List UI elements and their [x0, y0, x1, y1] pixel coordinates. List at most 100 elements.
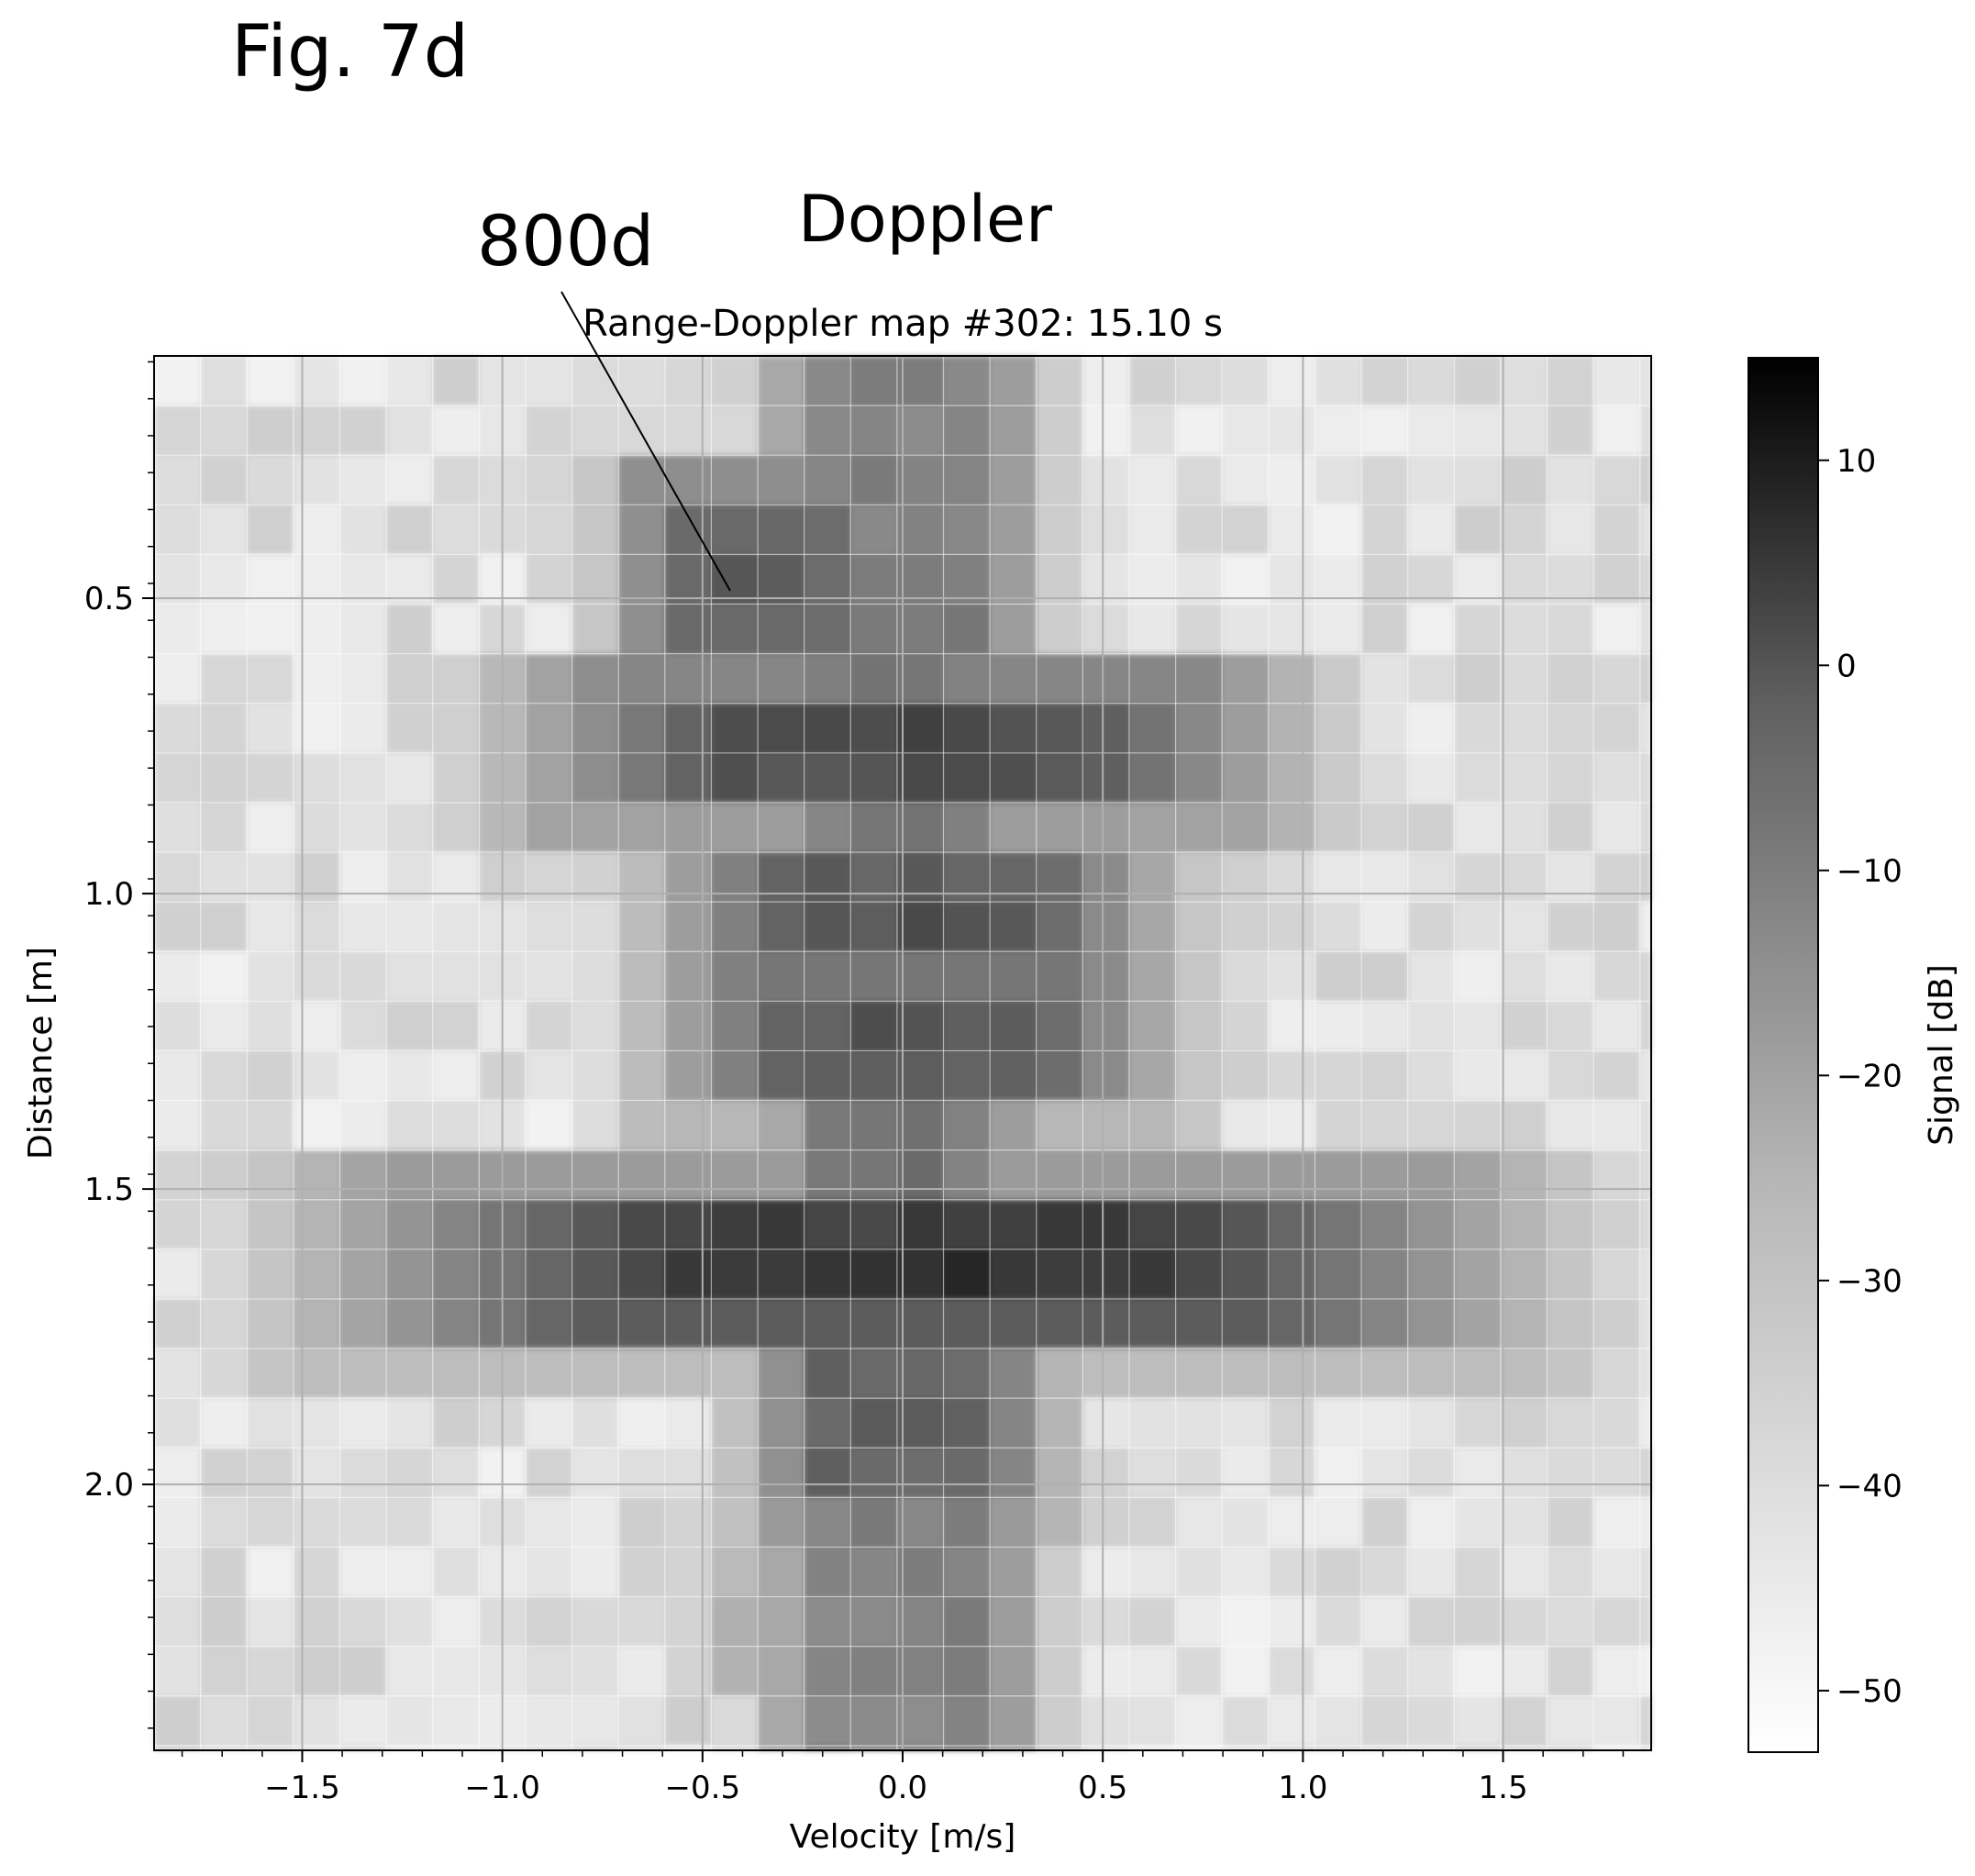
- heatmap-cell: [1407, 1249, 1455, 1300]
- heatmap-cell: [154, 1398, 202, 1449]
- heatmap-cell: [943, 1596, 991, 1648]
- heatmap-cell: [896, 1547, 945, 1598]
- heatmap-cell: [247, 1695, 294, 1747]
- heatmap-cell: [1175, 1448, 1223, 1498]
- reference-numeral-800d: 800d: [477, 200, 655, 282]
- heatmap-cell: [1082, 505, 1130, 555]
- heatmap-cell: [758, 1349, 805, 1399]
- heatmap-cell: [1315, 902, 1362, 952]
- heatmap-cell: [758, 1448, 805, 1498]
- heatmap-cell: [432, 1100, 480, 1151]
- heatmap-cell: [758, 1745, 805, 1751]
- heatmap-cell: [1639, 1349, 1652, 1399]
- heatmap-cell: [1129, 653, 1177, 705]
- heatmap-cell: [664, 1596, 712, 1648]
- heatmap-cell: [1361, 1298, 1409, 1349]
- heatmap-cell: [1407, 752, 1455, 804]
- heatmap-cell: [1547, 356, 1594, 406]
- heatmap-cell: [525, 405, 573, 456]
- heatmap-cell: [247, 1100, 294, 1151]
- heatmap-cell: [618, 1596, 666, 1648]
- heatmap-cell: [1268, 653, 1315, 705]
- heatmap-cell: [850, 1745, 898, 1751]
- heatmap-cell: [293, 1646, 341, 1697]
- heatmap-cell: [1036, 1646, 1083, 1697]
- heatmap-cell: [154, 1497, 202, 1548]
- heatmap-cell: [339, 1298, 387, 1349]
- heatmap-cell: [1082, 554, 1130, 605]
- heatmap-cell: [804, 703, 851, 754]
- heatmap-cell: [339, 802, 387, 853]
- heatmap-cell: [571, 852, 619, 903]
- heatmap-cell: [1500, 1199, 1548, 1250]
- heatmap-cell: [1547, 1050, 1594, 1102]
- heatmap-cell: [1639, 455, 1652, 505]
- heatmap-cell: [1454, 653, 1502, 705]
- heatmap-cell: [386, 653, 434, 705]
- heatmap-cell: [1129, 356, 1177, 406]
- heatmap-cell: [386, 1149, 434, 1201]
- heatmap-cell: [1082, 1398, 1130, 1449]
- heatmap-cell: [339, 1100, 387, 1151]
- heatmap-cell: [386, 1001, 434, 1051]
- heatmap-cell: [1222, 1596, 1270, 1648]
- heatmap-cell: [618, 703, 666, 754]
- heatmap-cell: [432, 1695, 480, 1747]
- heatmap-cell: [525, 653, 573, 705]
- heatmap-cell: [1175, 1149, 1223, 1201]
- heatmap-cell: [1454, 1745, 1502, 1751]
- heatmap-cell: [1082, 1149, 1130, 1201]
- heatmap-cell: [200, 902, 248, 952]
- heatmap-cell: [758, 1646, 805, 1697]
- heatmap-cell: [1268, 1646, 1315, 1697]
- colorbar-tick-label: −20: [1836, 1058, 1903, 1094]
- colorbar-tick-label: −10: [1836, 853, 1903, 890]
- heatmap-cell: [664, 554, 712, 605]
- heatmap-cell: [247, 356, 294, 406]
- heatmap-cell: [896, 1596, 945, 1648]
- heatmap-cell: [200, 703, 248, 754]
- heatmap-cell: [1361, 1001, 1409, 1051]
- heatmap-cell: [758, 1249, 805, 1300]
- heatmap-cell: [1500, 604, 1548, 655]
- heatmap-cell: [1547, 703, 1594, 754]
- heatmap-cell: [1593, 1646, 1641, 1697]
- heatmap-cell: [664, 802, 712, 853]
- heatmap-cell: [1036, 505, 1083, 555]
- heatmap-cell: [386, 703, 434, 754]
- heatmap-cell: [1129, 1547, 1177, 1598]
- heatmap-cell: [1175, 405, 1223, 456]
- heatmap-cell: [1547, 505, 1594, 555]
- heatmap-cell: [1175, 902, 1223, 952]
- heatmap-cell: [943, 1547, 991, 1598]
- heatmap-cell: [1639, 505, 1652, 555]
- heatmap-cell: [525, 951, 573, 1002]
- heatmap-cell: [339, 1646, 387, 1697]
- heatmap-cell: [1593, 505, 1641, 555]
- heatmap-cell: [1268, 703, 1315, 754]
- heatmap-cell: [1082, 405, 1130, 456]
- heatmap-cell: [1454, 1547, 1502, 1598]
- heatmap-cell: [1129, 1149, 1177, 1201]
- heatmap-cell: [525, 1001, 573, 1051]
- heatmap-cell: [618, 1646, 666, 1697]
- heatmap-cell: [850, 653, 898, 705]
- heatmap-cell: [1129, 455, 1177, 505]
- heatmap-cell: [1129, 1596, 1177, 1648]
- heatmap-cell: [1593, 1001, 1641, 1051]
- heatmap-cell: [1315, 951, 1362, 1002]
- heatmap-cell: [758, 604, 805, 655]
- heatmap-cell: [758, 902, 805, 952]
- heatmap-cell: [1500, 1050, 1548, 1102]
- heatmap-cell: [1361, 1050, 1409, 1102]
- heatmap-cell: [293, 1596, 341, 1648]
- heatmap-cell: [758, 1398, 805, 1449]
- heatmap-cell: [758, 505, 805, 555]
- heatmap-cell: [896, 1001, 945, 1051]
- heatmap-cell: [1547, 1249, 1594, 1300]
- heatmap-cell: [1268, 405, 1315, 456]
- heatmap-cell: [200, 1547, 248, 1598]
- heatmap-cell: [1547, 1596, 1594, 1648]
- heatmap-cell: [154, 653, 202, 705]
- heatmap-cell: [990, 1298, 1037, 1349]
